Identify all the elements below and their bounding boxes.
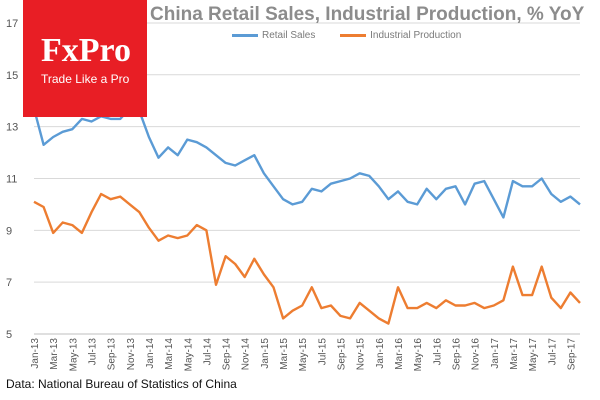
- series-line-retail-sales: [32, 107, 581, 219]
- x-tick-label: Jul-14: [202, 338, 213, 366]
- x-tick-label: Mar-14: [164, 338, 175, 370]
- x-tick-label: Sep-13: [107, 338, 118, 371]
- legend-label-industrial: Industrial Production: [370, 30, 462, 41]
- x-tick-label: May-17: [528, 338, 539, 372]
- legend: Retail Sales Industrial Production: [232, 30, 483, 41]
- y-tick-label: 15: [6, 70, 18, 82]
- y-tick-label: 7: [6, 277, 12, 289]
- y-tick-label: 17: [6, 18, 18, 30]
- x-tick-label: Sep-16: [451, 338, 462, 371]
- x-tick-label: Nov-14: [241, 338, 252, 371]
- legend-item-industrial: Industrial Production: [340, 30, 461, 41]
- legend-swatch-retail: [232, 33, 258, 37]
- x-tick-label: Jan-14: [145, 338, 156, 369]
- x-tick-label: Mar-17: [509, 338, 520, 370]
- y-tick-label: 13: [6, 122, 18, 134]
- fxpro-logo: FxPro Trade Like a Pro: [23, 0, 147, 117]
- x-tick-label: May-14: [183, 338, 194, 372]
- x-tick-label: Nov-13: [126, 338, 137, 371]
- y-tick-label: 9: [6, 225, 12, 237]
- x-tick-label: Mar-16: [394, 338, 405, 370]
- series-line-industrial-production: [33, 192, 581, 325]
- x-tick-label: Nov-16: [471, 338, 482, 371]
- x-tick-label: Jan-15: [260, 338, 271, 369]
- y-tick-label: 11: [6, 173, 17, 185]
- x-tick-label: Sep-15: [337, 338, 348, 371]
- x-tick-label: Jul-13: [87, 338, 98, 366]
- legend-swatch-industrial: [340, 33, 367, 37]
- legend-item-retail: Retail Sales: [232, 30, 315, 41]
- data-source-note: Data: National Bureau of Statistics of C…: [6, 377, 237, 391]
- y-tick-label: 5: [6, 329, 12, 341]
- x-tick-label: Mar-15: [279, 338, 290, 370]
- x-tick-label: Sep-17: [566, 338, 577, 371]
- x-tick-label: May-15: [298, 338, 309, 372]
- x-tick-label: Sep-14: [222, 338, 233, 371]
- x-tick-label: Jan-13: [30, 338, 41, 369]
- x-tick-label: Jan-16: [375, 338, 386, 369]
- logo-brand-text: FxPro: [41, 32, 132, 69]
- x-tick-label: Jul-15: [317, 338, 328, 366]
- x-tick-label: Jul-17: [547, 338, 558, 366]
- x-tick-label: Nov-15: [356, 338, 367, 371]
- x-tick-label: Jan-17: [490, 338, 501, 369]
- chart-title: China Retail Sales, Industrial Productio…: [150, 4, 585, 25]
- legend-label-retail: Retail Sales: [262, 30, 316, 41]
- x-tick-label: May-13: [68, 338, 79, 372]
- x-tick-label: Mar-13: [49, 338, 60, 370]
- logo-tagline: Trade Like a Pro: [41, 72, 130, 86]
- x-tick-label: Jul-16: [432, 338, 443, 366]
- x-tick-label: May-16: [413, 338, 424, 372]
